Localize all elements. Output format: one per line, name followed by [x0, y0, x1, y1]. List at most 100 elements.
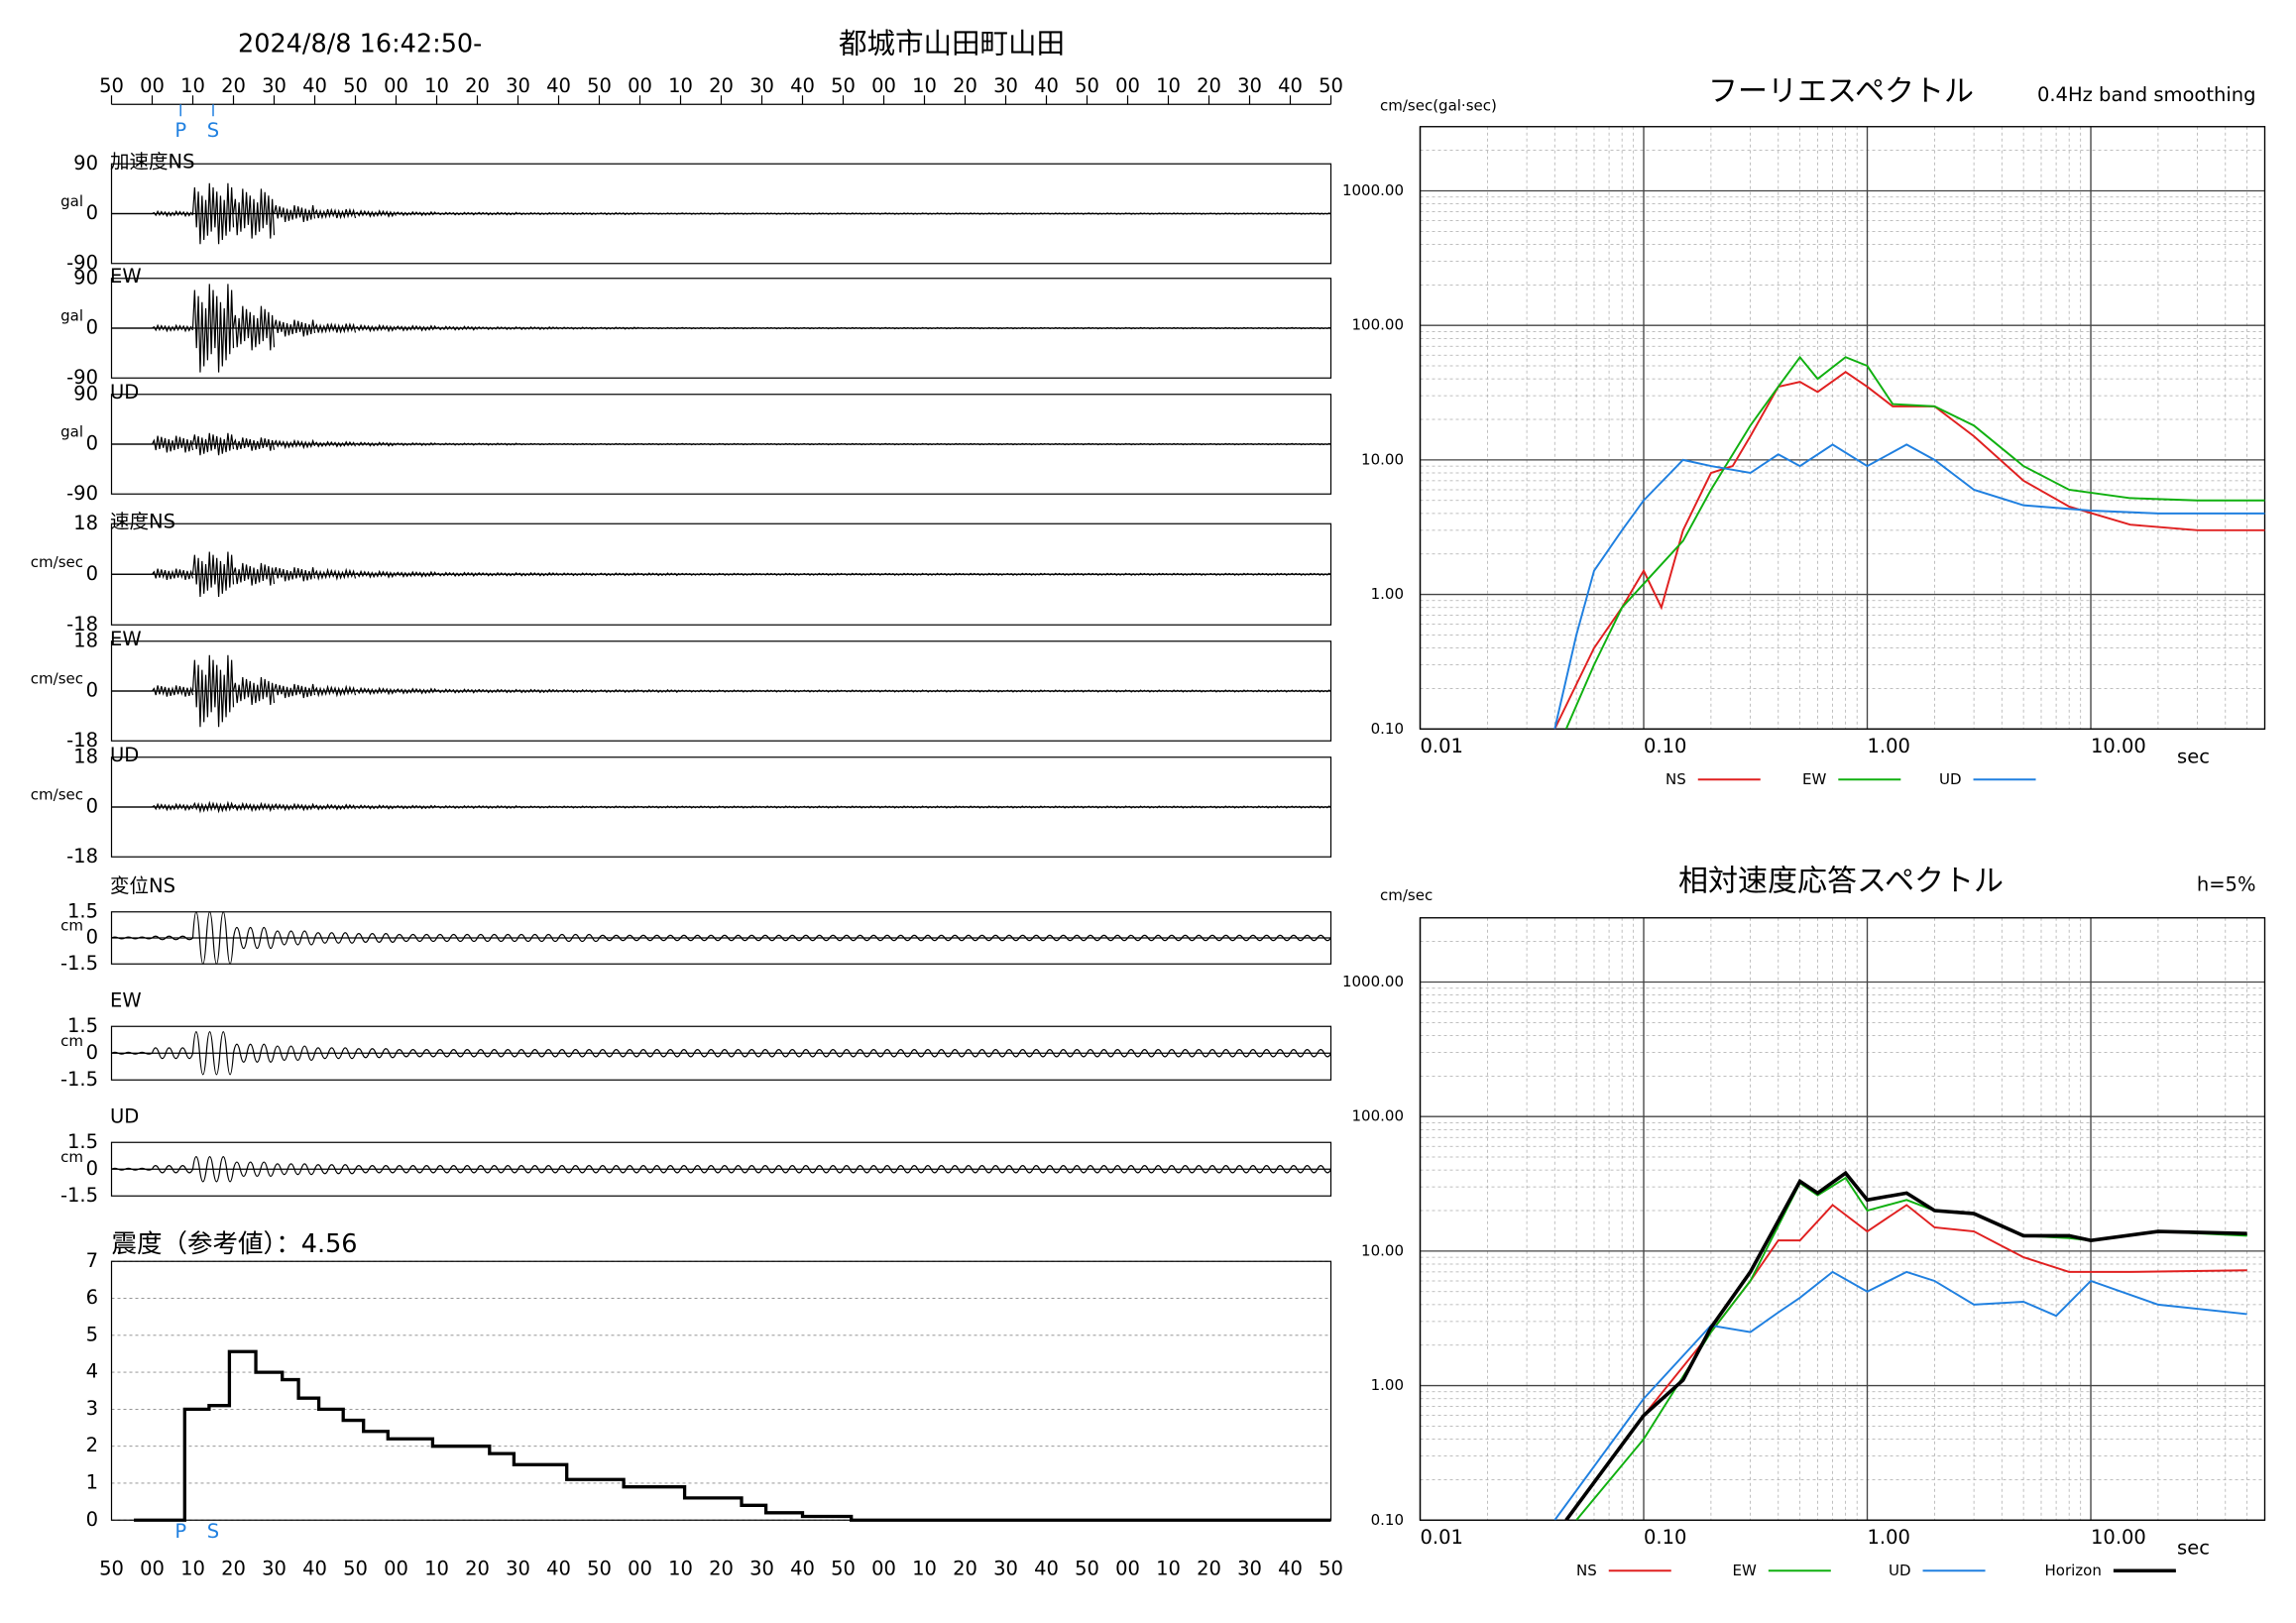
x-tick-label: 10 — [912, 1557, 937, 1579]
y-tick-label: 0.10 — [1371, 1511, 1404, 1529]
waveform-segment — [1208, 326, 1250, 330]
waveform-segment — [1045, 934, 1089, 942]
waveform-segment — [599, 326, 640, 330]
waveform-segment — [355, 569, 398, 579]
waveform-segment — [435, 1049, 479, 1058]
waveform-segment — [883, 572, 925, 576]
trace-name: EW — [110, 988, 142, 1011]
waveform-segment — [1005, 442, 1047, 446]
waveform-segment — [517, 933, 560, 943]
waveform-segment — [191, 1156, 235, 1183]
x-tick-label: 20 — [953, 74, 977, 97]
waveform-segment — [152, 209, 193, 218]
waveform-segment — [1045, 1049, 1089, 1058]
waveform-segment — [1249, 212, 1291, 215]
waveform-segment — [517, 688, 559, 694]
y-tick-label: -90 — [66, 251, 98, 274]
waveform-segment — [1127, 689, 1169, 693]
x-tick-label: 40 — [1278, 74, 1303, 97]
x-tick-label: 1.00 — [1868, 735, 1910, 757]
y-tick-label: 18 — [73, 512, 98, 534]
waveform-segment — [1045, 1165, 1089, 1174]
y-tick-label: 1 — [86, 1470, 98, 1493]
legend-label: EW — [1802, 770, 1826, 788]
x-tick-label: 50 — [343, 1557, 368, 1579]
waveform-segment — [191, 182, 235, 245]
x-tick-label: 20 — [1197, 74, 1221, 97]
waveform-segment — [395, 1165, 438, 1174]
waveform-segment — [802, 326, 844, 330]
waveform-segment — [1086, 1049, 1129, 1058]
waveform-segment — [477, 211, 518, 216]
waveform-segment — [517, 442, 559, 446]
x-tick-label: 10 — [1156, 74, 1181, 97]
x-tick-label: 40 — [1278, 1557, 1303, 1579]
spectrum-subtitle: h=5% — [2197, 872, 2256, 895]
waveform-segment — [396, 804, 437, 810]
y-tick-label: -90 — [66, 366, 98, 389]
waveform-segment — [1168, 442, 1209, 446]
waveform-segment — [313, 1164, 357, 1175]
x-tick-label: 10.00 — [2091, 1526, 2146, 1549]
unit-label: cm/sec — [31, 786, 83, 804]
waveform-segment — [638, 934, 682, 942]
waveform-segment — [396, 442, 437, 446]
waveform-segment — [1005, 326, 1047, 330]
x-tick-label: 40 — [790, 1557, 815, 1579]
waveform-segment — [1248, 1165, 1292, 1174]
x-tick-label: 40 — [302, 1557, 327, 1579]
waveform-segment — [1046, 689, 1088, 693]
phase-label: S — [207, 119, 219, 142]
waveform-segment — [1208, 212, 1250, 215]
x-tick-label: 50 — [831, 74, 856, 97]
waveform-segment — [760, 1165, 804, 1174]
unit-label: gal — [60, 307, 83, 325]
waveform-segment — [965, 572, 1006, 576]
plot-frame — [1419, 126, 2266, 730]
y-tick-label: 4 — [86, 1360, 98, 1383]
waveform-segment — [679, 1165, 723, 1174]
waveform-segment — [273, 930, 316, 946]
x-tick-label: 30 — [993, 1557, 1018, 1579]
x-tick-label: 00 — [1115, 1557, 1140, 1579]
waveform-segment — [599, 572, 640, 577]
trace-name: EW — [110, 265, 142, 288]
waveform-segment — [761, 572, 803, 576]
waveform-segment — [1249, 689, 1291, 693]
y-tick-label: 10.00 — [1361, 1241, 1404, 1259]
waveform-segment — [435, 1165, 479, 1174]
x-tick-label: 50 — [99, 1557, 124, 1579]
x-tick-label: 50 — [831, 1557, 856, 1579]
waveform-segment — [1207, 934, 1251, 942]
waveform-segment — [720, 1049, 763, 1058]
unit-label: gal — [60, 192, 83, 210]
waveform-segment — [923, 1165, 967, 1174]
waveform-segment — [680, 805, 722, 809]
y-tick-label: 5 — [86, 1323, 98, 1345]
waveform-segment — [1167, 1049, 1210, 1058]
waveform-segment — [924, 212, 966, 215]
x-tick-label: 0.01 — [1421, 1526, 1463, 1549]
waveform-segment — [1127, 326, 1169, 330]
y-tick-label: -1.5 — [60, 952, 98, 975]
x-tick-label: 40 — [1034, 1557, 1059, 1579]
waveform-segment — [882, 934, 926, 942]
waveform-segment — [395, 933, 438, 943]
trace-name: 加速度NS — [110, 150, 194, 173]
y-tick-label: 0 — [86, 201, 98, 224]
trace-name: UD — [110, 744, 139, 766]
waveform-segment — [965, 805, 1006, 809]
waveform-segment — [355, 804, 397, 810]
waveform-segment — [1168, 689, 1209, 693]
waveform-segment — [639, 326, 681, 330]
x-tick-label: 0.01 — [1421, 735, 1463, 757]
waveform-segment — [395, 1049, 438, 1058]
waveform-segment — [679, 934, 723, 942]
waveform-segment — [558, 689, 600, 693]
y-tick-label: 100.00 — [1352, 316, 1405, 334]
waveform-segment — [476, 933, 519, 943]
waveform-segment — [1168, 572, 1209, 576]
spectrum-line — [1553, 443, 2265, 730]
waveform-segment — [517, 805, 559, 809]
waveform-segment — [1168, 212, 1209, 215]
